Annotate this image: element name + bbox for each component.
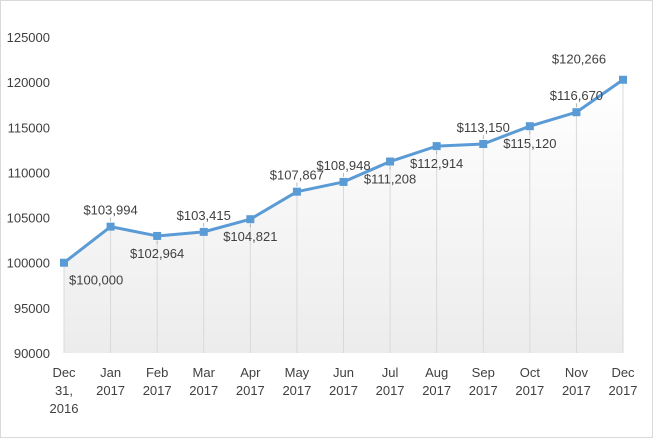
data-label: $103,994 [83,203,137,218]
drop-lines [63,79,624,353]
data-label: $107,867 [270,168,324,183]
x-tick-label: Sep 2017 [469,365,498,398]
x-tick-label: Jul 2017 [376,365,405,398]
data-label: $104,821 [223,229,277,244]
y-axis: 90000 95000 100000 105000 110000 115000 120000… [7,30,50,361]
data-label: $113,150 [457,120,510,135]
data-point-marker [199,227,208,236]
x-tick-label: Dec 2017 [609,365,638,398]
data-point-marker [246,215,255,224]
x-tick-label: Aug 2017 [422,365,451,398]
data-point-marker [619,75,627,84]
data-label: $120,266 [552,52,606,67]
x-tick-label: Feb 2017 [143,365,172,398]
x-tick-label: Oct 2017 [515,365,544,398]
y-tick-label: 95000 [14,301,50,316]
data-point-marker [386,157,395,166]
x-tick-label: Apr 2017 [236,365,265,398]
data-point-marker [339,177,348,186]
data-point-marker [525,122,534,131]
y-tick-label: 125000 [7,30,50,45]
data-label: $103,415 [177,208,231,223]
data-label: $111,208 [364,172,416,187]
x-tick-label: Dec 31, 2016 [50,365,79,416]
data-point-marker [60,258,68,267]
markers [60,75,627,267]
data-label: $112,914 [410,156,463,171]
x-tick-label: Jan 2017 [96,365,125,398]
data-point-marker [292,187,301,196]
data-label: $100,000 [69,273,123,288]
x-tick-label: Nov 2017 [562,365,591,398]
data-labels: $100,000 $103,994 $102,964 $103,415 $104,821… [69,52,606,288]
y-tick-label: 105000 [7,211,50,226]
y-tick-label: 115000 [8,120,50,135]
data-label: $102,964 [130,246,184,261]
x-axis: Dec 31, 2016 Jan 2017 Feb 2017 Mar 2017 Apr 2017 Ma… [50,365,638,416]
x-tick-label: May 2017 [282,365,311,398]
data-label: $116,670 [550,88,603,103]
data-point-marker [479,139,488,148]
y-tick-label: 120000 [7,75,50,90]
x-tick-label: Mar 2017 [189,365,218,398]
data-point-marker [432,142,441,151]
data-point-marker [153,231,162,240]
data-point-marker [572,108,581,117]
y-tick-label: 110000 [8,165,50,180]
x-tick-label: Jun 2017 [329,365,358,398]
data-label: $108,948 [316,158,370,173]
data-point-marker [106,222,115,231]
y-tick-label: 90000 [14,346,50,361]
y-tick-label: 100000 [7,256,50,271]
data-label: $115,120 [503,136,556,151]
